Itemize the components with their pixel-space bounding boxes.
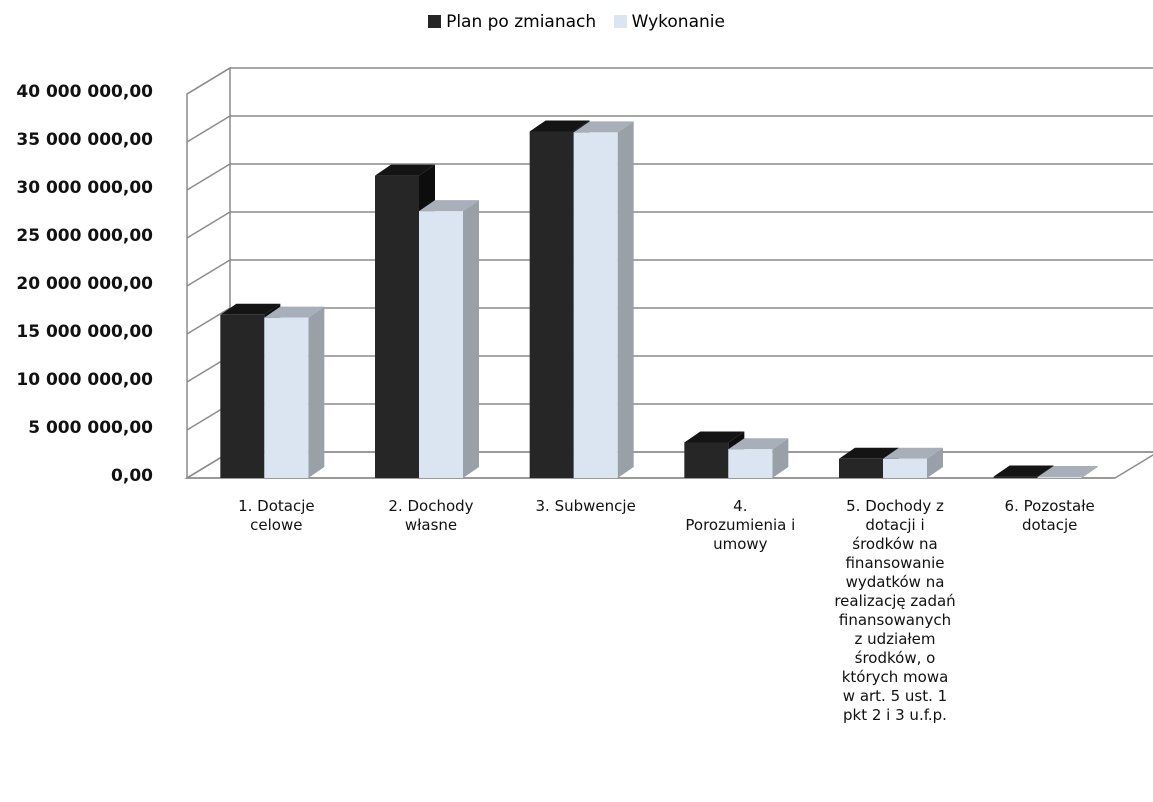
gridline bbox=[186, 259, 1153, 287]
y-tick-label: 35 000 000,00 bbox=[16, 130, 153, 150]
x-tick-label: 3. Subwencje bbox=[519, 497, 653, 516]
y-tick-label: 20 000 000,00 bbox=[16, 274, 153, 294]
bar-front bbox=[883, 458, 927, 478]
x-tick-label: 5. Dochody z dotacji i środków na finans… bbox=[828, 497, 962, 725]
bar-front bbox=[728, 449, 773, 478]
x-tick-line: których mowa bbox=[841, 668, 949, 686]
x-tick-line: finansowanych bbox=[838, 611, 952, 629]
bar-front bbox=[993, 476, 1038, 478]
x-tick-line: wydatków na bbox=[845, 573, 945, 591]
x-tick-line: 1. Dotacje bbox=[238, 497, 315, 515]
bar-top bbox=[375, 164, 435, 176]
gridline bbox=[186, 211, 1153, 239]
x-tick-line: 6. Pozostałe bbox=[1004, 497, 1095, 515]
bar-top bbox=[220, 303, 281, 315]
x-tick-line: środków na bbox=[852, 535, 938, 553]
bar-front bbox=[419, 211, 463, 478]
x-tick-label: 4. Porozumienia i umowy bbox=[673, 497, 807, 554]
y-tick-label: 25 000 000,00 bbox=[16, 226, 153, 246]
x-tick-line: 3. Subwencje bbox=[535, 497, 636, 515]
bar-front bbox=[220, 314, 265, 478]
bar-top bbox=[883, 447, 943, 459]
bar-top bbox=[573, 121, 634, 133]
x-tick-line: finansowanie bbox=[845, 554, 945, 572]
bar-wykonanie bbox=[883, 447, 943, 478]
bar-top bbox=[728, 438, 789, 450]
x-tick-label: 1. Dotacje celowe bbox=[209, 497, 343, 535]
x-tick-line: 2. Dochody bbox=[388, 497, 474, 515]
bar-front bbox=[839, 458, 883, 478]
bar-top bbox=[684, 431, 745, 443]
bar-wykonanie bbox=[573, 121, 634, 479]
legend-item-wykonanie: Wykonanie bbox=[613, 12, 725, 32]
bar-wykonanie bbox=[728, 438, 789, 478]
x-tick-line: realizację zadań bbox=[834, 592, 956, 610]
x-tick-line: własne bbox=[404, 516, 458, 534]
x-tick-label: 6. Pozostałe dotacje bbox=[983, 497, 1117, 535]
y-tick-label: 0,00 bbox=[111, 466, 153, 486]
legend: Plan po zmianach Wykonanie bbox=[0, 12, 1153, 32]
bar-top bbox=[529, 120, 590, 132]
bar-front bbox=[264, 317, 309, 478]
x-tick-label: 2. Dochody własne bbox=[364, 497, 498, 535]
x-tick-line: celowe bbox=[250, 516, 303, 534]
bar-wykonanie bbox=[419, 200, 479, 478]
gridline bbox=[186, 307, 1153, 335]
bar-wykonanie bbox=[264, 306, 325, 478]
x-tick-line: dotacji i bbox=[865, 516, 925, 534]
y-tick-label: 10 000 000,00 bbox=[16, 370, 153, 390]
bar-front bbox=[375, 175, 419, 478]
bar-front bbox=[573, 132, 618, 478]
x-tick-line: w art. 5 ust. 1 bbox=[842, 687, 948, 705]
bar-side bbox=[308, 306, 325, 478]
bar-side bbox=[617, 121, 634, 479]
x-tick-line: dotacje bbox=[1021, 516, 1078, 534]
gridline bbox=[186, 163, 1153, 191]
bar-front bbox=[684, 442, 729, 478]
bar-top bbox=[993, 465, 1054, 477]
y-tick-label: 15 000 000,00 bbox=[16, 322, 153, 342]
x-tick-line: środków, o bbox=[854, 649, 936, 667]
bar-top bbox=[264, 306, 325, 318]
y-tick-label: 30 000 000,00 bbox=[16, 178, 153, 198]
chart-walls bbox=[184, 66, 1153, 480]
gridlines bbox=[186, 67, 1153, 479]
gridline bbox=[186, 67, 1153, 95]
x-tick-line: 5. Dochody z bbox=[846, 497, 944, 515]
legend-label-wykonanie: Wykonanie bbox=[631, 12, 725, 32]
bar-front bbox=[1037, 477, 1082, 478]
bar-wykonanie bbox=[1037, 466, 1098, 478]
x-tick-line: Porozumienia i bbox=[685, 516, 796, 534]
y-tick-label: 40 000 000,00 bbox=[16, 82, 153, 102]
legend-label-plan: Plan po zmianach bbox=[446, 12, 597, 32]
bar-top bbox=[839, 447, 899, 459]
legend-item-plan: Plan po zmianach bbox=[428, 12, 596, 32]
bar-top bbox=[1037, 466, 1098, 478]
y-tick-label: 5 000 000,00 bbox=[28, 418, 153, 438]
bar-side bbox=[927, 447, 943, 478]
x-tick-line: 4. bbox=[733, 497, 748, 515]
bar-side bbox=[463, 200, 479, 478]
x-tick-line: umowy bbox=[713, 535, 768, 553]
gridline bbox=[186, 115, 1153, 143]
bar-side bbox=[772, 438, 789, 478]
bars-layer bbox=[220, 120, 1098, 479]
x-tick-line: pkt 2 i 3 u.f.p. bbox=[843, 706, 947, 724]
legend-swatch-plan bbox=[428, 15, 442, 28]
x-tick-line: z udziałem bbox=[854, 630, 936, 648]
bar-front bbox=[529, 131, 574, 478]
legend-swatch-wykonanie bbox=[613, 15, 627, 28]
bar-top bbox=[419, 200, 479, 212]
bar-side bbox=[1081, 466, 1098, 478]
